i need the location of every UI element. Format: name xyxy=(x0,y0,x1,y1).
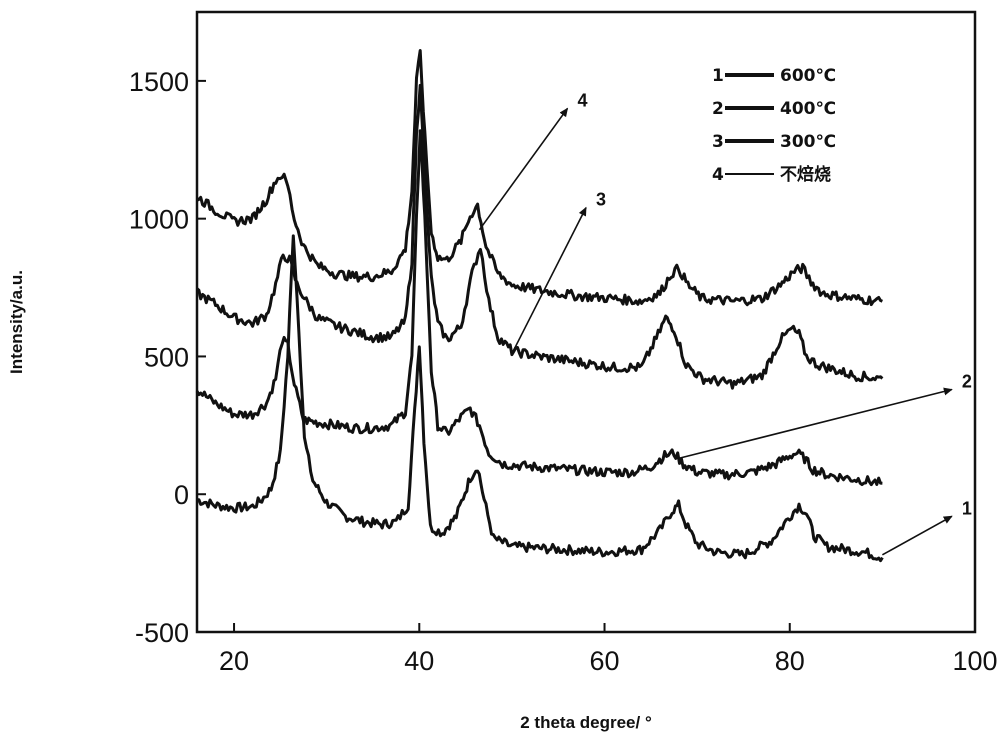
legend-entry-3: 300℃ xyxy=(780,132,836,152)
y-tick-label: 500 xyxy=(144,342,189,372)
series-line-2 xyxy=(195,129,883,487)
annotation-label-4: 4 xyxy=(577,90,587,110)
legend-number-3: 3 xyxy=(712,132,724,152)
series-line-1 xyxy=(196,234,884,563)
y-tick-label: -500 xyxy=(135,618,189,648)
legend-entry-4: 不焙烧 xyxy=(780,164,831,185)
x-axis-title: 2 theta degree/ ° xyxy=(520,713,652,732)
annotation-label-1: 1 xyxy=(962,498,972,518)
annotation-arrow-3 xyxy=(511,206,587,355)
annotation-layer: 1 2 3 4 xyxy=(478,90,972,556)
legend-number-4: 4 xyxy=(712,165,724,185)
legend-number-1: 1 xyxy=(712,66,724,86)
tick-layer: 20 40 60 80 100 -500 0 500 1000 1500 xyxy=(129,67,998,676)
plot-frame xyxy=(195,10,977,634)
x-tick-label: 40 xyxy=(404,646,434,676)
y-tick-label: 1000 xyxy=(129,205,189,235)
y-axis-title: Intensity/a.u. xyxy=(7,270,26,374)
x-tick-label: 60 xyxy=(590,646,620,676)
x-tick-label: 80 xyxy=(775,646,805,676)
annotation-arrow-1 xyxy=(881,515,953,556)
x-tick-label: 20 xyxy=(219,646,249,676)
legend-number-2: 2 xyxy=(712,99,724,119)
annotation-arrow-2 xyxy=(678,387,953,460)
annotation-arrow-4 xyxy=(478,107,569,231)
series-layer xyxy=(195,49,884,563)
annotation-label-3: 3 xyxy=(596,190,606,210)
y-tick-label: 0 xyxy=(174,480,189,510)
annotation-label-2: 2 xyxy=(962,372,972,392)
legend-entry-1: 600℃ xyxy=(780,66,836,86)
y-tick-label: 1500 xyxy=(129,67,189,97)
legend: 1 600℃ 2 400℃ 3 300℃ 4 不焙烧 xyxy=(712,66,836,185)
series-line-3 xyxy=(195,83,884,390)
series-line-4 xyxy=(196,49,883,307)
x-tick-label: 100 xyxy=(952,646,997,676)
legend-entry-2: 400℃ xyxy=(780,99,836,119)
